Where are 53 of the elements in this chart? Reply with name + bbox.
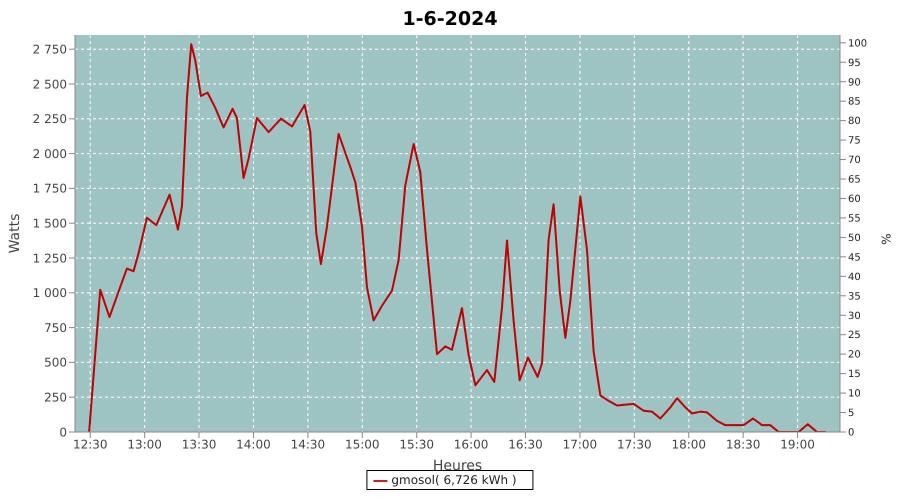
- chart-title: 1-6-2024: [401, 8, 499, 32]
- x-tick-label: 13:30: [182, 438, 216, 452]
- y-tick-label: 500: [44, 356, 67, 370]
- y2-tick-label: 10: [848, 388, 861, 400]
- y2-tick-label: 40: [848, 272, 861, 283]
- y2-tick-label: 20: [848, 350, 861, 361]
- y2-tick-label: 50: [848, 232, 861, 244]
- y-tick-label: 1 000: [32, 286, 67, 300]
- y-tick-label: 750: [44, 320, 67, 335]
- y2-tick-label: 30: [848, 310, 861, 322]
- y2-tick-label: 100: [848, 38, 868, 50]
- y2-tick-label: 95: [848, 58, 861, 69]
- x-tick-label: 13:00: [127, 438, 162, 452]
- y-tick-label: 2 750: [32, 42, 67, 56]
- x-tick-label: 16:00: [454, 438, 488, 452]
- y2-tick-label: 35: [848, 291, 861, 302]
- y2-tick-label: 25: [848, 330, 861, 342]
- y2-tick-label: 45: [848, 252, 861, 264]
- y2-tick-label: 55: [848, 213, 861, 224]
- y2-tick-label: 5: [848, 408, 854, 420]
- y2-tick-label: 60: [848, 194, 861, 206]
- x-tick-label: 15:30: [399, 438, 434, 452]
- x-tick-label: 17:30: [617, 438, 652, 452]
- x-tick-label: 17:00: [562, 438, 598, 452]
- y2-tick-label: 0: [848, 428, 854, 439]
- y2-tick-label: 80: [848, 116, 861, 128]
- y-tick-label: 1 500: [32, 216, 67, 230]
- line-series: [88, 43, 826, 432]
- y-tick-label: 0: [59, 425, 67, 440]
- y-tick-label: 1 250: [32, 251, 67, 266]
- y2-axis-title: %: [879, 234, 894, 245]
- x-tick-label: 19:00: [780, 438, 815, 452]
- y2-tick-label: 70: [848, 155, 861, 166]
- x-tick-label: 14:00: [236, 438, 271, 452]
- y-tick-label: 2 500: [32, 77, 67, 92]
- legend-label: gmosol( 6,726 kWh ): [391, 473, 517, 487]
- x-tick-label: 14:30: [290, 438, 326, 452]
- y-tick-label: 2 000: [32, 146, 67, 161]
- x-tick-label: 15:00: [344, 438, 380, 452]
- x-axis-title: Heures: [432, 458, 482, 474]
- x-tick-label: 18:30: [726, 438, 760, 452]
- y2-tick-label: 85: [848, 96, 861, 108]
- x-tick-label: 18:00: [671, 438, 706, 452]
- y2-tick-label: 90: [848, 77, 861, 88]
- y2-tick-label: 75: [848, 136, 861, 147]
- x-tick-label: 12:30: [72, 438, 108, 452]
- y2-tick-label: 65: [848, 174, 861, 186]
- x-tick-label: 16:30: [508, 438, 543, 452]
- y-tick-label: 1 750: [32, 182, 67, 196]
- y-tick-label: 2 250: [32, 112, 67, 126]
- y-axis-title: Watts: [6, 214, 23, 254]
- y-tick-label: 250: [44, 390, 67, 404]
- y2-tick-label: 15: [848, 369, 861, 380]
